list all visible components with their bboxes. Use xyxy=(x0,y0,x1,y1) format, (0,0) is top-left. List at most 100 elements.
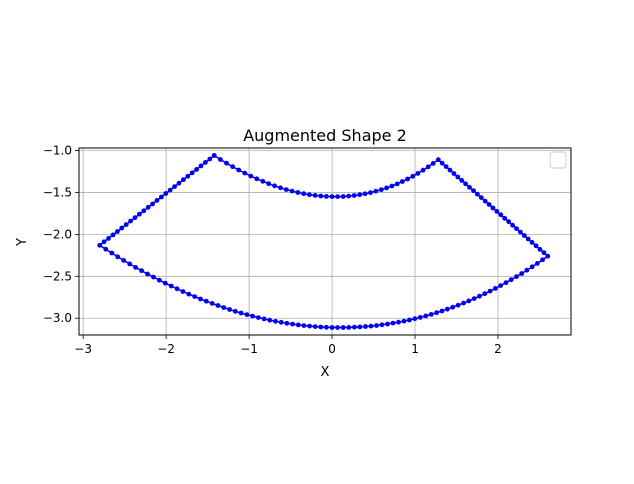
data-point xyxy=(295,322,301,328)
data-point xyxy=(482,198,488,204)
data-point xyxy=(514,274,519,279)
data-point xyxy=(514,226,519,232)
data-point xyxy=(186,291,192,297)
data-point xyxy=(267,317,273,323)
data-point xyxy=(250,313,256,319)
data-point xyxy=(194,167,200,172)
data-point xyxy=(159,194,164,200)
data-point xyxy=(529,264,535,270)
data-point xyxy=(352,324,357,330)
data-point xyxy=(162,280,168,286)
data-point xyxy=(506,219,512,225)
data-point xyxy=(475,191,480,197)
data-point xyxy=(487,288,493,294)
data-point xyxy=(254,176,260,182)
data-point xyxy=(278,185,283,191)
data-point xyxy=(101,239,107,245)
data-point xyxy=(163,191,169,196)
y-tick-label: −2.5 xyxy=(43,269,72,283)
data-point xyxy=(385,321,390,327)
data-point xyxy=(533,243,539,249)
data-point xyxy=(423,313,429,319)
data-point xyxy=(218,157,223,162)
data-point xyxy=(110,232,116,238)
data-point xyxy=(357,324,363,330)
data-point xyxy=(278,319,284,325)
data-point xyxy=(351,193,357,198)
data-point xyxy=(415,171,421,176)
data-point xyxy=(510,222,515,228)
legend-box xyxy=(549,151,567,169)
data-point xyxy=(132,215,138,221)
data-point xyxy=(346,325,352,330)
data-point xyxy=(439,308,445,314)
data-point xyxy=(498,283,504,288)
data-series xyxy=(97,153,551,330)
data-point xyxy=(410,173,416,179)
data-point xyxy=(439,160,445,166)
data-point xyxy=(518,229,523,235)
data-point xyxy=(378,187,384,193)
axis-ticks: −3 −2 −1 0 1 2 −1.0 −1.5 −2.0 −2.5 −3.0 xyxy=(43,144,502,356)
data-point xyxy=(203,298,209,304)
data-point xyxy=(109,250,115,256)
data-point xyxy=(137,211,142,217)
data-point xyxy=(445,306,450,312)
data-point xyxy=(203,160,208,165)
data-point xyxy=(103,246,109,252)
data-point xyxy=(428,312,434,317)
data-point xyxy=(168,283,174,289)
data-point xyxy=(390,320,396,326)
data-point xyxy=(307,192,312,198)
data-point xyxy=(502,215,508,221)
data-point xyxy=(430,161,436,166)
data-point xyxy=(537,246,543,252)
data-point xyxy=(244,312,250,317)
data-point xyxy=(524,267,530,273)
data-point xyxy=(174,286,180,292)
data-point xyxy=(266,181,272,187)
data-point xyxy=(295,190,301,195)
data-point xyxy=(128,218,134,224)
data-point xyxy=(466,298,472,304)
data-point xyxy=(318,193,324,199)
data-point xyxy=(373,188,379,194)
data-point xyxy=(232,308,238,314)
data-point xyxy=(211,153,217,158)
data-point xyxy=(141,208,147,214)
data-point xyxy=(318,324,324,330)
data-point xyxy=(461,300,466,306)
data-point xyxy=(529,240,535,245)
data-point xyxy=(236,167,242,173)
data-point xyxy=(335,325,340,330)
data-point xyxy=(123,222,129,228)
data-point xyxy=(435,157,441,163)
data-point xyxy=(459,178,465,183)
axes-frame xyxy=(78,147,572,336)
data-point xyxy=(312,324,318,329)
data-point xyxy=(261,316,267,322)
data-point xyxy=(455,174,461,180)
data-point xyxy=(447,167,453,173)
data-point xyxy=(467,184,472,190)
data-point xyxy=(139,268,145,274)
data-point xyxy=(401,318,407,324)
data-point xyxy=(490,205,496,211)
data-point xyxy=(443,164,449,170)
data-point xyxy=(238,310,244,316)
data-point xyxy=(209,301,215,306)
data-point xyxy=(145,204,151,210)
data-point xyxy=(362,191,368,197)
y-tick-label: −3.0 xyxy=(43,311,72,325)
data-point xyxy=(133,265,139,270)
data-point xyxy=(127,261,133,267)
data-point xyxy=(384,185,389,191)
data-point xyxy=(450,304,456,310)
data-point xyxy=(301,191,307,197)
data-point xyxy=(498,212,504,218)
data-point xyxy=(180,289,186,294)
data-point xyxy=(119,225,125,231)
data-point xyxy=(407,317,412,323)
